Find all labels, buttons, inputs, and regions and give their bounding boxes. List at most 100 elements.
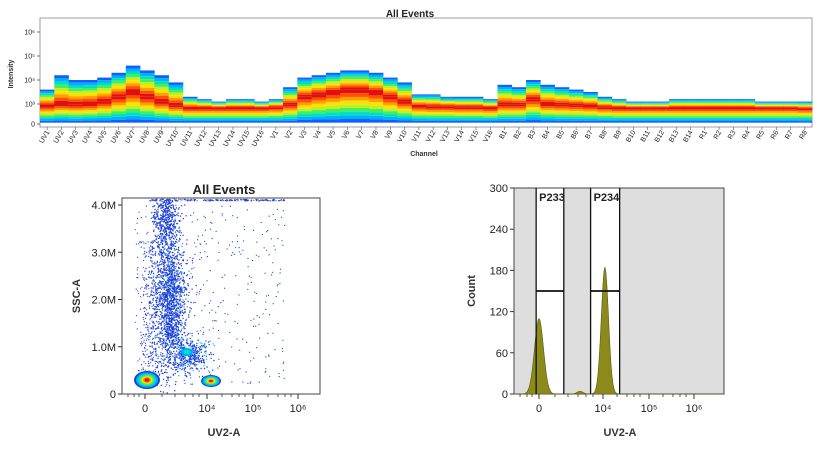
event-dot [147, 335, 149, 337]
event-dot [189, 307, 191, 309]
spectrum-band-uv16-upper-5 [254, 105, 270, 106]
spectrum-band-b2-lower-8 [511, 120, 527, 123]
event-dot [175, 350, 178, 352]
spectrum-band-v16-upper-8 [483, 107, 498, 108]
event-dot [154, 337, 156, 339]
spectrum-band-v1-lower-4 [268, 114, 284, 116]
event-dot [169, 285, 171, 287]
event-dot [156, 303, 158, 306]
event-dot [183, 254, 185, 256]
event-dot [201, 355, 204, 358]
spectrum-band-b5-upper-7 [554, 100, 570, 103]
event-dot [222, 199, 224, 202]
event-dot [152, 263, 154, 265]
event-dot [172, 204, 174, 206]
event-dot [183, 294, 186, 296]
event-dot [212, 353, 214, 356]
spectrum-band-uv1-lower-2 [40, 109, 55, 112]
spectrum-band-v11-upper-1 [411, 95, 427, 97]
event-dot [171, 264, 173, 266]
spectrum-band-v5-upper-3 [325, 79, 341, 82]
event-dot [164, 214, 167, 216]
event-dot [176, 356, 178, 358]
event-dot [160, 284, 162, 286]
spectrum-bands [40, 65, 813, 123]
event-dot [152, 280, 154, 282]
event-dot [160, 299, 162, 301]
spectrum-band-uv8-lower-8 [140, 119, 155, 123]
spectrum-band-b4-upper-5 [540, 95, 555, 98]
event-dot [167, 333, 170, 335]
event-dot [191, 357, 194, 360]
event-dot [204, 251, 206, 253]
event-dot [166, 392, 168, 394]
event-dot [165, 308, 167, 310]
event-dot [161, 229, 163, 231]
event-dot [163, 247, 165, 249]
spectrum-band-r5-lower-4 [754, 114, 770, 117]
event-dot [255, 254, 257, 256]
event-dot [184, 373, 187, 375]
event-dot [152, 248, 154, 250]
spectrum-band-uv5-upper-5 [97, 90, 112, 94]
event-dot [168, 316, 171, 318]
histogram-xtick-label: 10⁵ [641, 403, 658, 415]
event-dot [149, 302, 152, 304]
event-dot [168, 290, 170, 292]
event-dot [178, 279, 180, 281]
dotplot-plot-area[interactable] [121, 197, 321, 395]
spectrum-band-uv15-lower-4 [240, 114, 255, 117]
event-dot [169, 362, 172, 364]
event-dot [224, 274, 226, 276]
event-dot [144, 356, 147, 358]
event-dot [173, 270, 175, 272]
event-dot [158, 243, 160, 246]
event-dot [151, 257, 153, 259]
event-dot [152, 287, 154, 289]
event-dot [167, 206, 170, 208]
spectrum-band-b7-upper-2 [583, 95, 598, 97]
event-dot [237, 235, 239, 237]
spectrum-band-b14-upper-5 [683, 104, 698, 106]
spectrum-band-v8-upper-6 [368, 85, 384, 88]
event-dot [157, 246, 159, 248]
spectrum-band-b11-lower-5 [640, 116, 656, 118]
event-dot [155, 212, 157, 214]
event-dot [140, 364, 143, 366]
spectrum-band-b10-upper-7 [626, 106, 641, 108]
event-dot [168, 276, 171, 278]
event-dot [189, 337, 191, 340]
spectrum-band-v1-lower-3 [268, 112, 284, 115]
event-dot [169, 358, 172, 360]
event-dot [159, 291, 162, 293]
spectrum-band-r4-upper-3 [740, 102, 756, 104]
event-dot [160, 275, 162, 277]
event-dot [156, 236, 158, 238]
event-dot [142, 295, 145, 297]
event-dot [162, 199, 164, 201]
event-dot [179, 307, 181, 309]
spectrum-band-v8-lower-3 [368, 102, 384, 106]
spectrum-band-uv5-lower-8 [97, 120, 112, 123]
event-dot [150, 294, 152, 296]
event-dot [166, 357, 168, 359]
event-dot [177, 329, 179, 332]
spectrum-band-b14-upper-3 [683, 102, 698, 104]
event-dot [166, 315, 168, 317]
spectrum-band-v13-upper-5 [440, 102, 455, 104]
spectrum-band-uv10-lower-7 [168, 118, 184, 121]
event-dot [176, 329, 178, 331]
spectrum-band-b10-upper-0 [626, 101, 641, 103]
spectrum-band-b4-lower-3 [540, 110, 555, 113]
event-dot [213, 344, 215, 347]
event-dot [177, 328, 180, 330]
event-dot [162, 237, 165, 240]
event-dot [181, 340, 183, 342]
spectrum-band-b3-lower-1 [526, 101, 541, 105]
event-dot [185, 298, 187, 300]
spectrum-band-v14-lower-4 [454, 114, 470, 116]
spectrum-band-b14-lower-1 [683, 109, 698, 112]
event-dot [158, 264, 160, 266]
event-dot [161, 314, 163, 317]
spectrum-band-b12-lower-5 [654, 116, 670, 118]
